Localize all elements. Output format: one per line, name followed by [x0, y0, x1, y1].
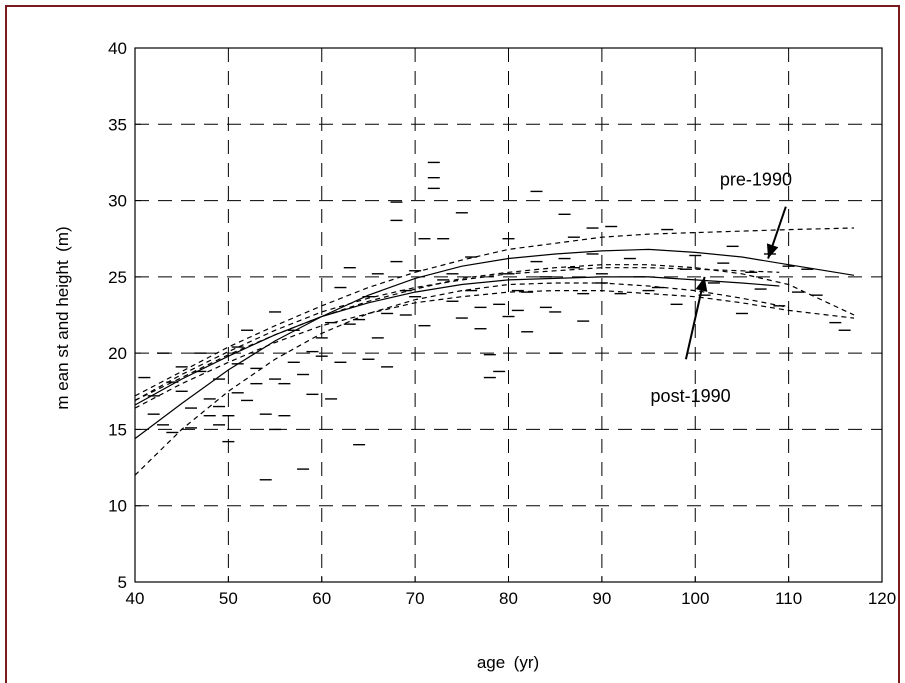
y-tick-label: 10	[108, 497, 127, 516]
figure-frame	[5, 5, 900, 683]
annotation-label: post-1990	[651, 386, 731, 406]
x-tick-label: 100	[681, 589, 709, 608]
confidence-curve-4	[134, 267, 780, 401]
figure-border	[5, 5, 900, 683]
x-axis-label: age (yr)	[477, 653, 539, 672]
fit-curve-2	[134, 248, 855, 440]
confidence-curve-3	[134, 282, 789, 476]
scatter-points	[138, 161, 851, 481]
y-tick-label: 35	[108, 115, 127, 134]
y-tick-label: 5	[118, 573, 127, 592]
y-tick-label: 30	[108, 192, 127, 211]
confidence-curve-5	[134, 290, 855, 409]
confidence-curve-6	[134, 227, 855, 397]
tick-labels: 40 50 60 70 80 90 100 110 120 5 10 15 20 25 30 35 40	[108, 39, 896, 608]
x-tick-label: 120	[868, 589, 896, 608]
annotation-arrow-head	[766, 243, 779, 259]
annotation-arrow-shaft	[684, 276, 706, 360]
confidence-curve-7	[134, 264, 855, 401]
y-tick-label: 15	[108, 420, 127, 439]
x-tick-label: 60	[312, 589, 331, 608]
y-tick-label: 20	[108, 344, 127, 363]
fit-curve-1	[134, 276, 780, 406]
x-tick-label: 110	[775, 589, 802, 608]
grid	[135, 48, 882, 582]
x-tick-label: 80	[499, 589, 518, 608]
annotation-label: pre-1990	[720, 169, 792, 189]
annotation-arrow-head	[695, 276, 708, 292]
x-tick-label: 40	[126, 589, 145, 608]
x-tick-label: 90	[592, 589, 611, 608]
y-tick-label: 40	[108, 39, 127, 58]
y-axis-label: m ean st and height (m)	[53, 226, 72, 409]
x-tick-label: 50	[219, 589, 238, 608]
plot-axes	[134, 47, 883, 583]
x-tick-label: 70	[406, 589, 425, 608]
fitted-curves	[134, 227, 855, 476]
y-tick-label: 25	[108, 268, 127, 287]
annotations: pre-1990 post-1990	[651, 169, 792, 406]
